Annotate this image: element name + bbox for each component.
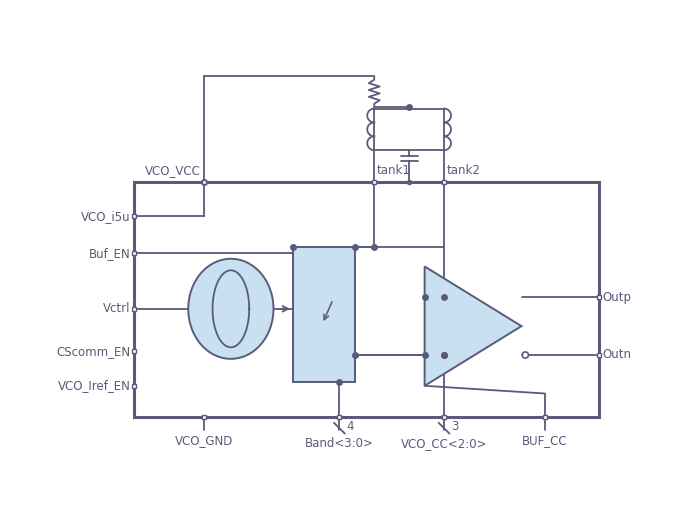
- Text: VCO_GND: VCO_GND: [174, 434, 233, 447]
- Bar: [442, 414, 446, 419]
- Text: 4: 4: [346, 420, 354, 433]
- Text: 3: 3: [451, 420, 458, 433]
- Bar: [442, 180, 446, 184]
- Text: Band<3:0>: Band<3:0>: [305, 437, 374, 450]
- Circle shape: [522, 352, 528, 358]
- Bar: [597, 353, 601, 357]
- Bar: [372, 180, 376, 184]
- Bar: [542, 414, 547, 419]
- Polygon shape: [425, 266, 522, 386]
- Bar: [293, 247, 355, 382]
- Text: CScomm_EN: CScomm_EN: [57, 345, 131, 358]
- Bar: [337, 414, 342, 419]
- Bar: [132, 214, 136, 218]
- Bar: [597, 295, 601, 299]
- Bar: [132, 307, 136, 311]
- Bar: [202, 414, 206, 419]
- Text: Outn: Outn: [602, 348, 631, 361]
- Text: Buf_EN: Buf_EN: [89, 247, 131, 260]
- Text: VCO_Iref_EN: VCO_Iref_EN: [58, 379, 131, 392]
- Text: VCO_CC<2:0>: VCO_CC<2:0>: [400, 437, 487, 450]
- Bar: [132, 384, 136, 388]
- Text: Vctrl: Vctrl: [104, 302, 131, 315]
- Text: tank1: tank1: [377, 164, 410, 177]
- Bar: [202, 180, 206, 184]
- Text: tank2: tank2: [447, 164, 480, 177]
- Text: BUF_CC: BUF_CC: [522, 434, 568, 447]
- Bar: [132, 349, 136, 353]
- Bar: [132, 252, 136, 255]
- Text: Outp: Outp: [602, 291, 631, 304]
- Text: VCO_i5u: VCO_i5u: [81, 210, 131, 223]
- Text: VCO_VCC: VCO_VCC: [145, 164, 201, 177]
- Bar: [134, 182, 599, 417]
- Ellipse shape: [188, 259, 274, 359]
